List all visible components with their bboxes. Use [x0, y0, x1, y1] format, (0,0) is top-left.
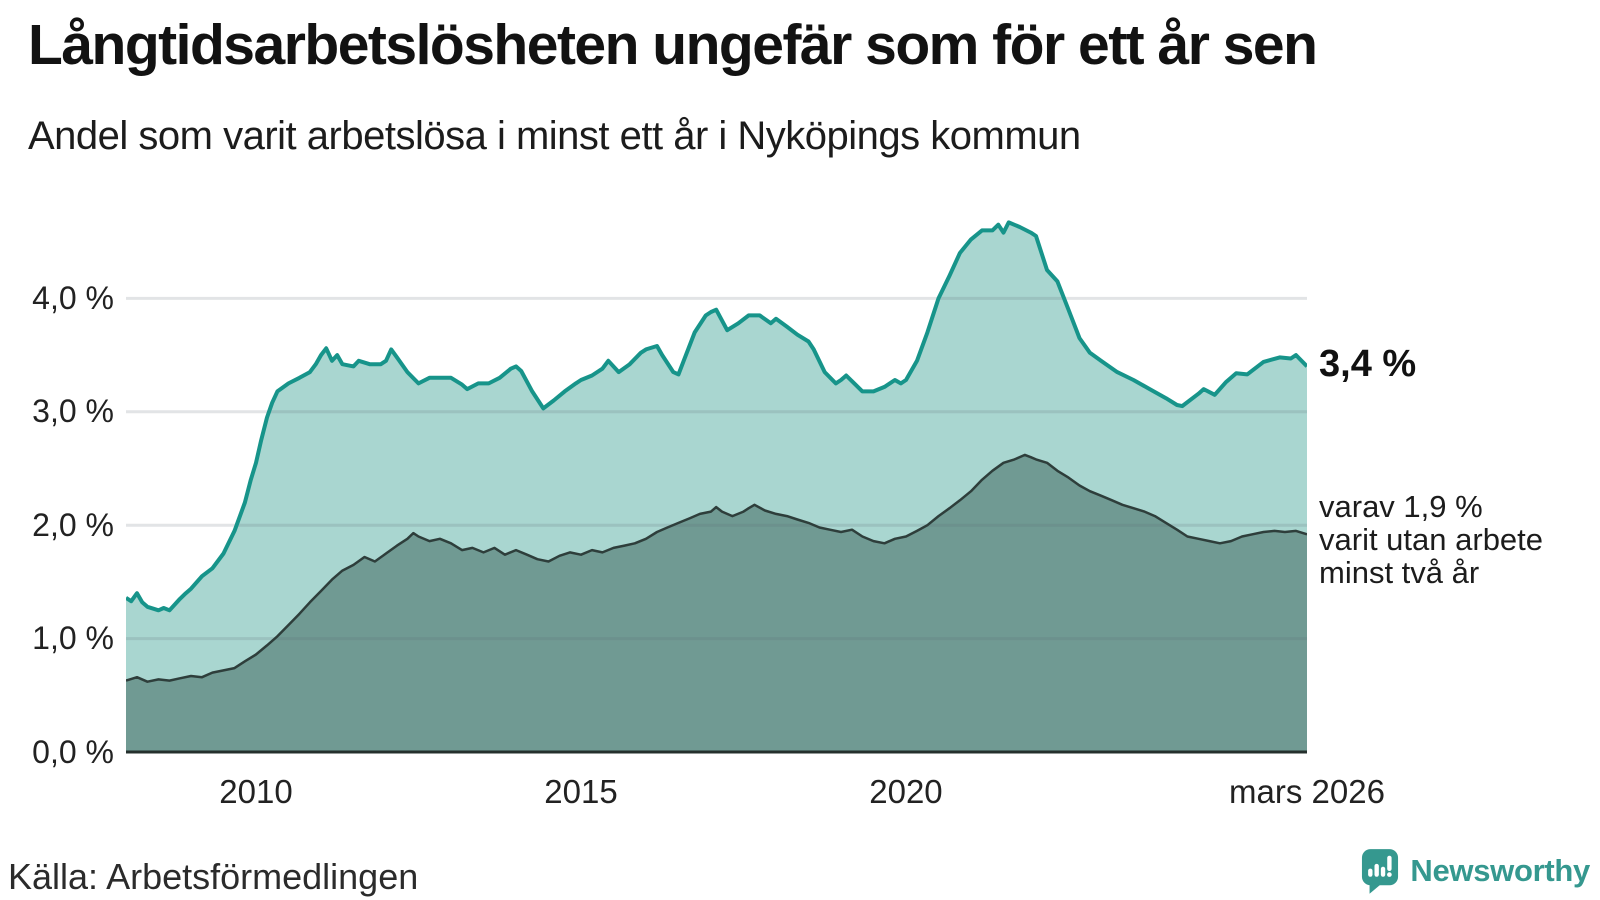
x-tick-label: mars 2026 [1229, 773, 1385, 810]
annotation-line: varit utan arbete [1319, 522, 1544, 557]
y-tick-label: 1,0 % [32, 620, 114, 656]
x-tick-label: 2010 [219, 773, 293, 810]
newsworthy-logo: Newsworthy [1361, 848, 1590, 894]
series-sub-annotation: varav 1,9 % varit utan arbete minst två … [1319, 490, 1543, 589]
series-end-value-label: 3,4 % [1319, 343, 1417, 385]
series-line [126, 453, 1307, 683]
newsworthy-speech-bubble-icon [1362, 849, 1399, 894]
y-tick-label: 0,0 % [32, 734, 114, 770]
series-lines [126, 220, 1307, 683]
annotation-line: varav 1,9 % [1319, 489, 1483, 524]
y-tick-label: 2,0 % [32, 507, 114, 543]
area-fills [126, 222, 1307, 752]
x-tick-label: 2020 [869, 773, 943, 810]
area-fill [126, 454, 1307, 752]
page-title: Långtidsarbetslösheten ungefär som för e… [28, 13, 1318, 77]
x-tick-label: 2015 [544, 773, 618, 810]
page-subtitle: Andel som varit arbetslösa i minst ett å… [28, 114, 1081, 158]
series-line [126, 220, 1307, 613]
y-tick-label: 4,0 % [32, 280, 114, 316]
annotation-line: minst två år [1319, 555, 1480, 590]
gridlines [126, 296, 1307, 641]
newsworthy-logo-text: Newsworthy [1410, 853, 1590, 888]
y-tick-label: 3,0 % [32, 393, 114, 429]
area-chart [126, 220, 1307, 754]
source-label: Källa: Arbetsförmedlingen [8, 856, 419, 897]
